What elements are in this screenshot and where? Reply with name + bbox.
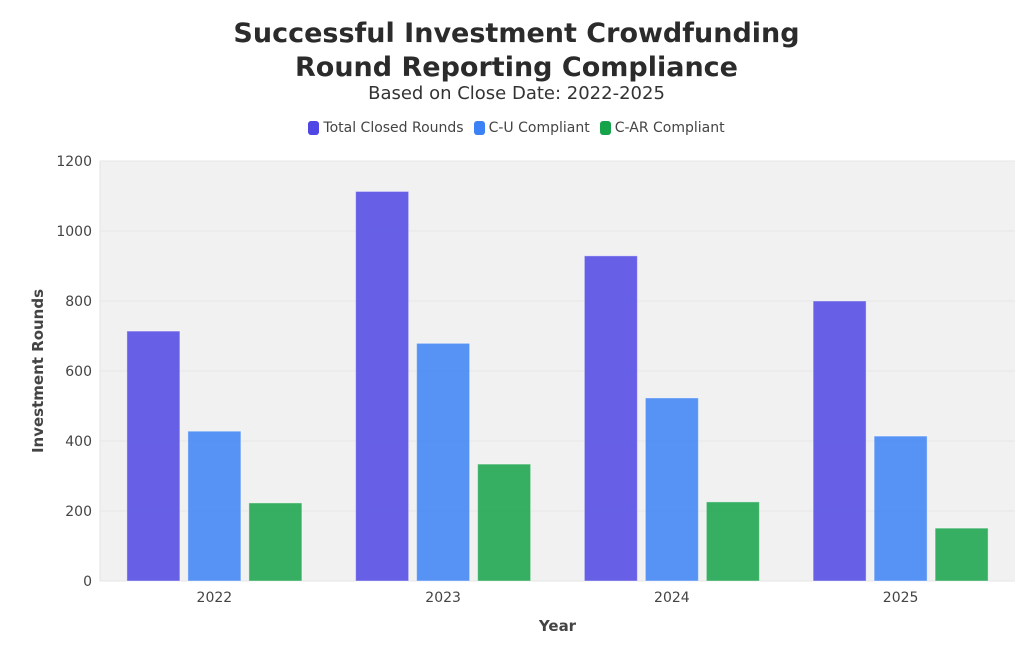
bar-c-u-compliant-2023 — [416, 342, 471, 582]
legend-label-car: C-AR Compliant — [614, 120, 725, 136]
chart-subtitle: Based on Close Date: 2022-2025 — [368, 83, 665, 104]
chart-title-line-1: Successful Investment Crowdfunding — [233, 18, 800, 49]
bar-total-closed-rounds-2023 — [355, 190, 410, 582]
y-tick-label: 400 — [65, 434, 92, 450]
x-tick-label: 2024 — [654, 590, 690, 606]
legend-item-car[interactable]: C-AR Compliant — [599, 120, 725, 136]
bar-total-closed-rounds-2024 — [583, 255, 638, 582]
y-tick-label: 0 — [83, 574, 92, 590]
legend-item-cu[interactable]: C-U Compliant — [473, 120, 590, 136]
legend-swatch-cu — [473, 121, 485, 135]
y-tick-label: 1000 — [56, 224, 92, 240]
y-axis-title: Investment Rounds — [29, 289, 47, 453]
chart-title-line-2: Round Reporting Compliance — [294, 52, 738, 83]
legend: Total Closed Rounds C-U Compliant C-AR C… — [0, 120, 1033, 136]
legend-item-total[interactable]: Total Closed Rounds — [308, 120, 464, 136]
y-tick-label: 200 — [65, 504, 92, 520]
y-tick-label: 600 — [65, 364, 92, 380]
bar-c-u-compliant-2024 — [644, 397, 699, 582]
bar-c-ar-compliant-2025 — [934, 527, 989, 582]
x-tick-label: 2022 — [197, 590, 233, 606]
y-tick-label: 800 — [65, 294, 92, 310]
bar-total-closed-rounds-2022 — [126, 330, 181, 582]
y-tick-label: 1200 — [56, 154, 92, 170]
legend-label-total: Total Closed Rounds — [323, 120, 464, 136]
bar-c-ar-compliant-2023 — [477, 463, 532, 582]
legend-swatch-car — [599, 121, 611, 135]
x-tick-label: 2023 — [425, 590, 461, 606]
bar-c-u-compliant-2025 — [873, 435, 928, 582]
bar-c-ar-compliant-2022 — [248, 502, 303, 582]
bar-c-ar-compliant-2024 — [705, 501, 760, 582]
bar-c-u-compliant-2022 — [187, 430, 242, 582]
x-axis-title: Year — [538, 617, 577, 635]
bar-total-closed-rounds-2025 — [812, 300, 867, 582]
x-tick-label: 2025 — [883, 590, 919, 606]
legend-label-cu: C-U Compliant — [488, 120, 590, 136]
legend-swatch-total — [308, 121, 320, 135]
